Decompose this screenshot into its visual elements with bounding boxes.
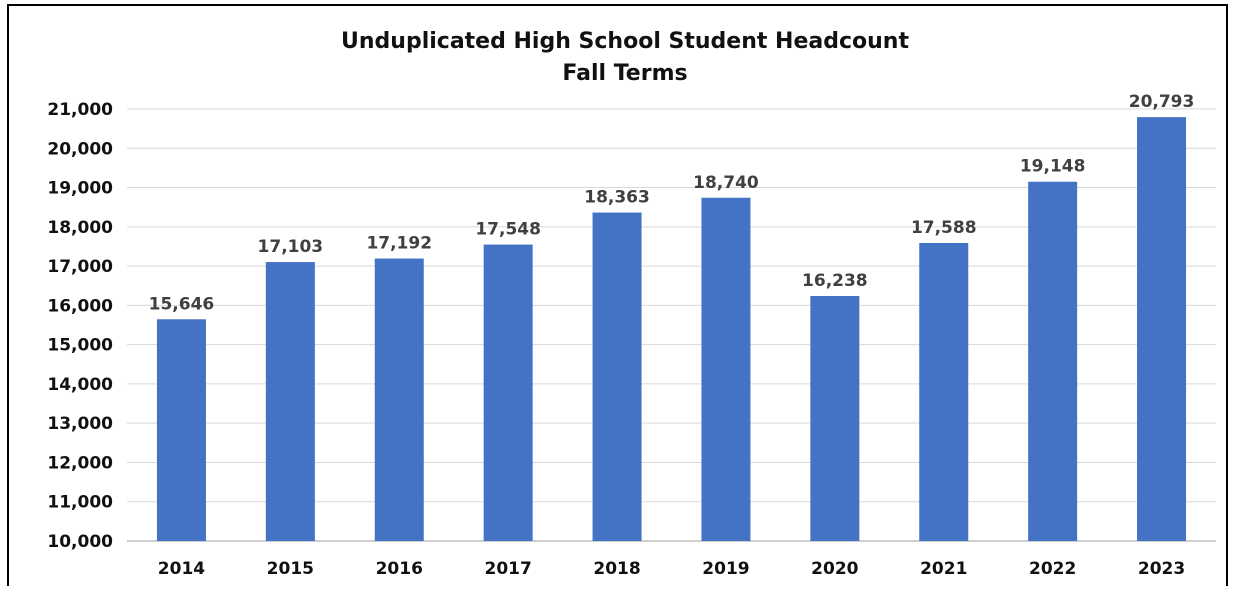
- x-axis-tick-labels: 2014 2015 2016 2017 2018 2019 2020 2021 2022 2023: [158, 559, 1185, 579]
- x-tick-label: 2020: [811, 559, 858, 579]
- y-tick-label: 12,000: [47, 453, 113, 473]
- x-tick-label: 2019: [702, 559, 749, 579]
- chart-frame: Unduplicated High School Student Headcou…: [7, 4, 1228, 586]
- y-tick-label: 16,000: [47, 296, 113, 316]
- bar: [919, 242, 969, 542]
- x-tick-label: 2021: [920, 559, 967, 579]
- data-label: 17,548: [475, 220, 541, 240]
- bars: [156, 117, 1187, 542]
- x-tick-label: 2017: [484, 559, 531, 579]
- x-tick-label: 2022: [1029, 559, 1076, 579]
- y-tick-label: 14,000: [47, 375, 113, 395]
- x-tick-label: 2018: [593, 559, 640, 579]
- bar: [1028, 181, 1078, 541]
- data-label: 19,148: [1020, 157, 1086, 177]
- data-label: 18,363: [584, 188, 650, 208]
- bar: [810, 296, 860, 541]
- y-tick-label: 11,000: [47, 493, 113, 513]
- x-tick-label: 2015: [267, 559, 314, 579]
- chart-subtitle: Fall Terms: [562, 61, 687, 86]
- data-label: 17,103: [258, 237, 324, 257]
- data-label: 15,646: [149, 294, 215, 314]
- y-tick-label: 10,000: [47, 532, 113, 552]
- bar-chart: Unduplicated High School Student Headcou…: [47, 29, 1216, 579]
- y-tick-label: 21,000: [47, 100, 113, 120]
- data-label: 17,192: [366, 234, 432, 254]
- bar: [483, 244, 533, 541]
- bar: [374, 258, 424, 541]
- bar: [1137, 117, 1187, 541]
- data-label: 16,238: [802, 271, 868, 291]
- x-tick-label: 2023: [1138, 559, 1185, 579]
- bar: [156, 319, 206, 541]
- data-label: 17,588: [911, 218, 977, 238]
- y-tick-label: 17,000: [47, 257, 113, 277]
- y-tick-label: 19,000: [47, 179, 113, 199]
- data-labels: 15,646 17,103 17,192 17,548 18,363 18,740 16,2…: [149, 92, 1195, 314]
- y-tick-label: 15,000: [47, 336, 113, 356]
- chart-title: Unduplicated High School Student Headcou…: [341, 29, 909, 54]
- y-tick-label: 18,000: [47, 218, 113, 238]
- bar: [701, 197, 751, 542]
- y-axis-tick-labels: 10,000 11,000 12,000 13,000 14,000 15,000 16,0…: [47, 100, 113, 552]
- y-tick-label: 20,000: [47, 139, 113, 159]
- bar: [265, 262, 315, 541]
- x-tick-label: 2014: [158, 559, 205, 579]
- y-tick-label: 13,000: [47, 414, 113, 434]
- bar: [592, 212, 642, 541]
- data-label: 20,793: [1129, 92, 1195, 112]
- data-label: 18,740: [693, 173, 759, 193]
- x-tick-label: 2016: [376, 559, 423, 579]
